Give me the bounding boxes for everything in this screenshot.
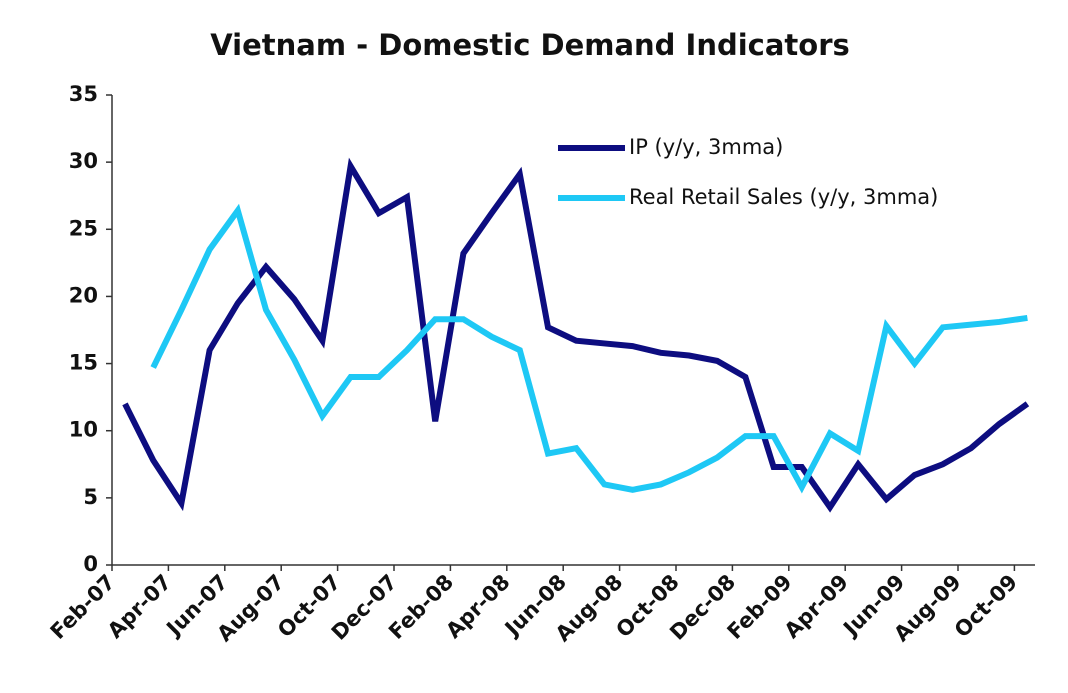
y-tick-label: 25 bbox=[69, 216, 98, 240]
series-line bbox=[122, 157, 1030, 513]
x-tick-label: Apr-08 bbox=[441, 570, 514, 643]
y-tick-label: 15 bbox=[69, 351, 98, 375]
x-tick-label: Apr-09 bbox=[780, 570, 853, 643]
x-tick-label: Oct-09 bbox=[950, 570, 1022, 642]
chart-title: Vietnam - Domestic Demand Indicators bbox=[210, 28, 850, 62]
y-tick-label: 5 bbox=[83, 485, 98, 509]
y-tick-label: 30 bbox=[69, 149, 98, 173]
legend-label: Real Retail Sales (y/y, 3mma) bbox=[629, 185, 938, 209]
series-line bbox=[150, 203, 1028, 494]
y-tick-label: 35 bbox=[69, 82, 98, 106]
y-tick-label: 0 bbox=[83, 552, 98, 576]
y-tick-label: 20 bbox=[69, 283, 98, 307]
legend-label: IP (y/y, 3mma) bbox=[629, 135, 783, 159]
y-tick-label: 10 bbox=[69, 418, 98, 442]
x-tick-label: Apr-07 bbox=[103, 570, 176, 643]
